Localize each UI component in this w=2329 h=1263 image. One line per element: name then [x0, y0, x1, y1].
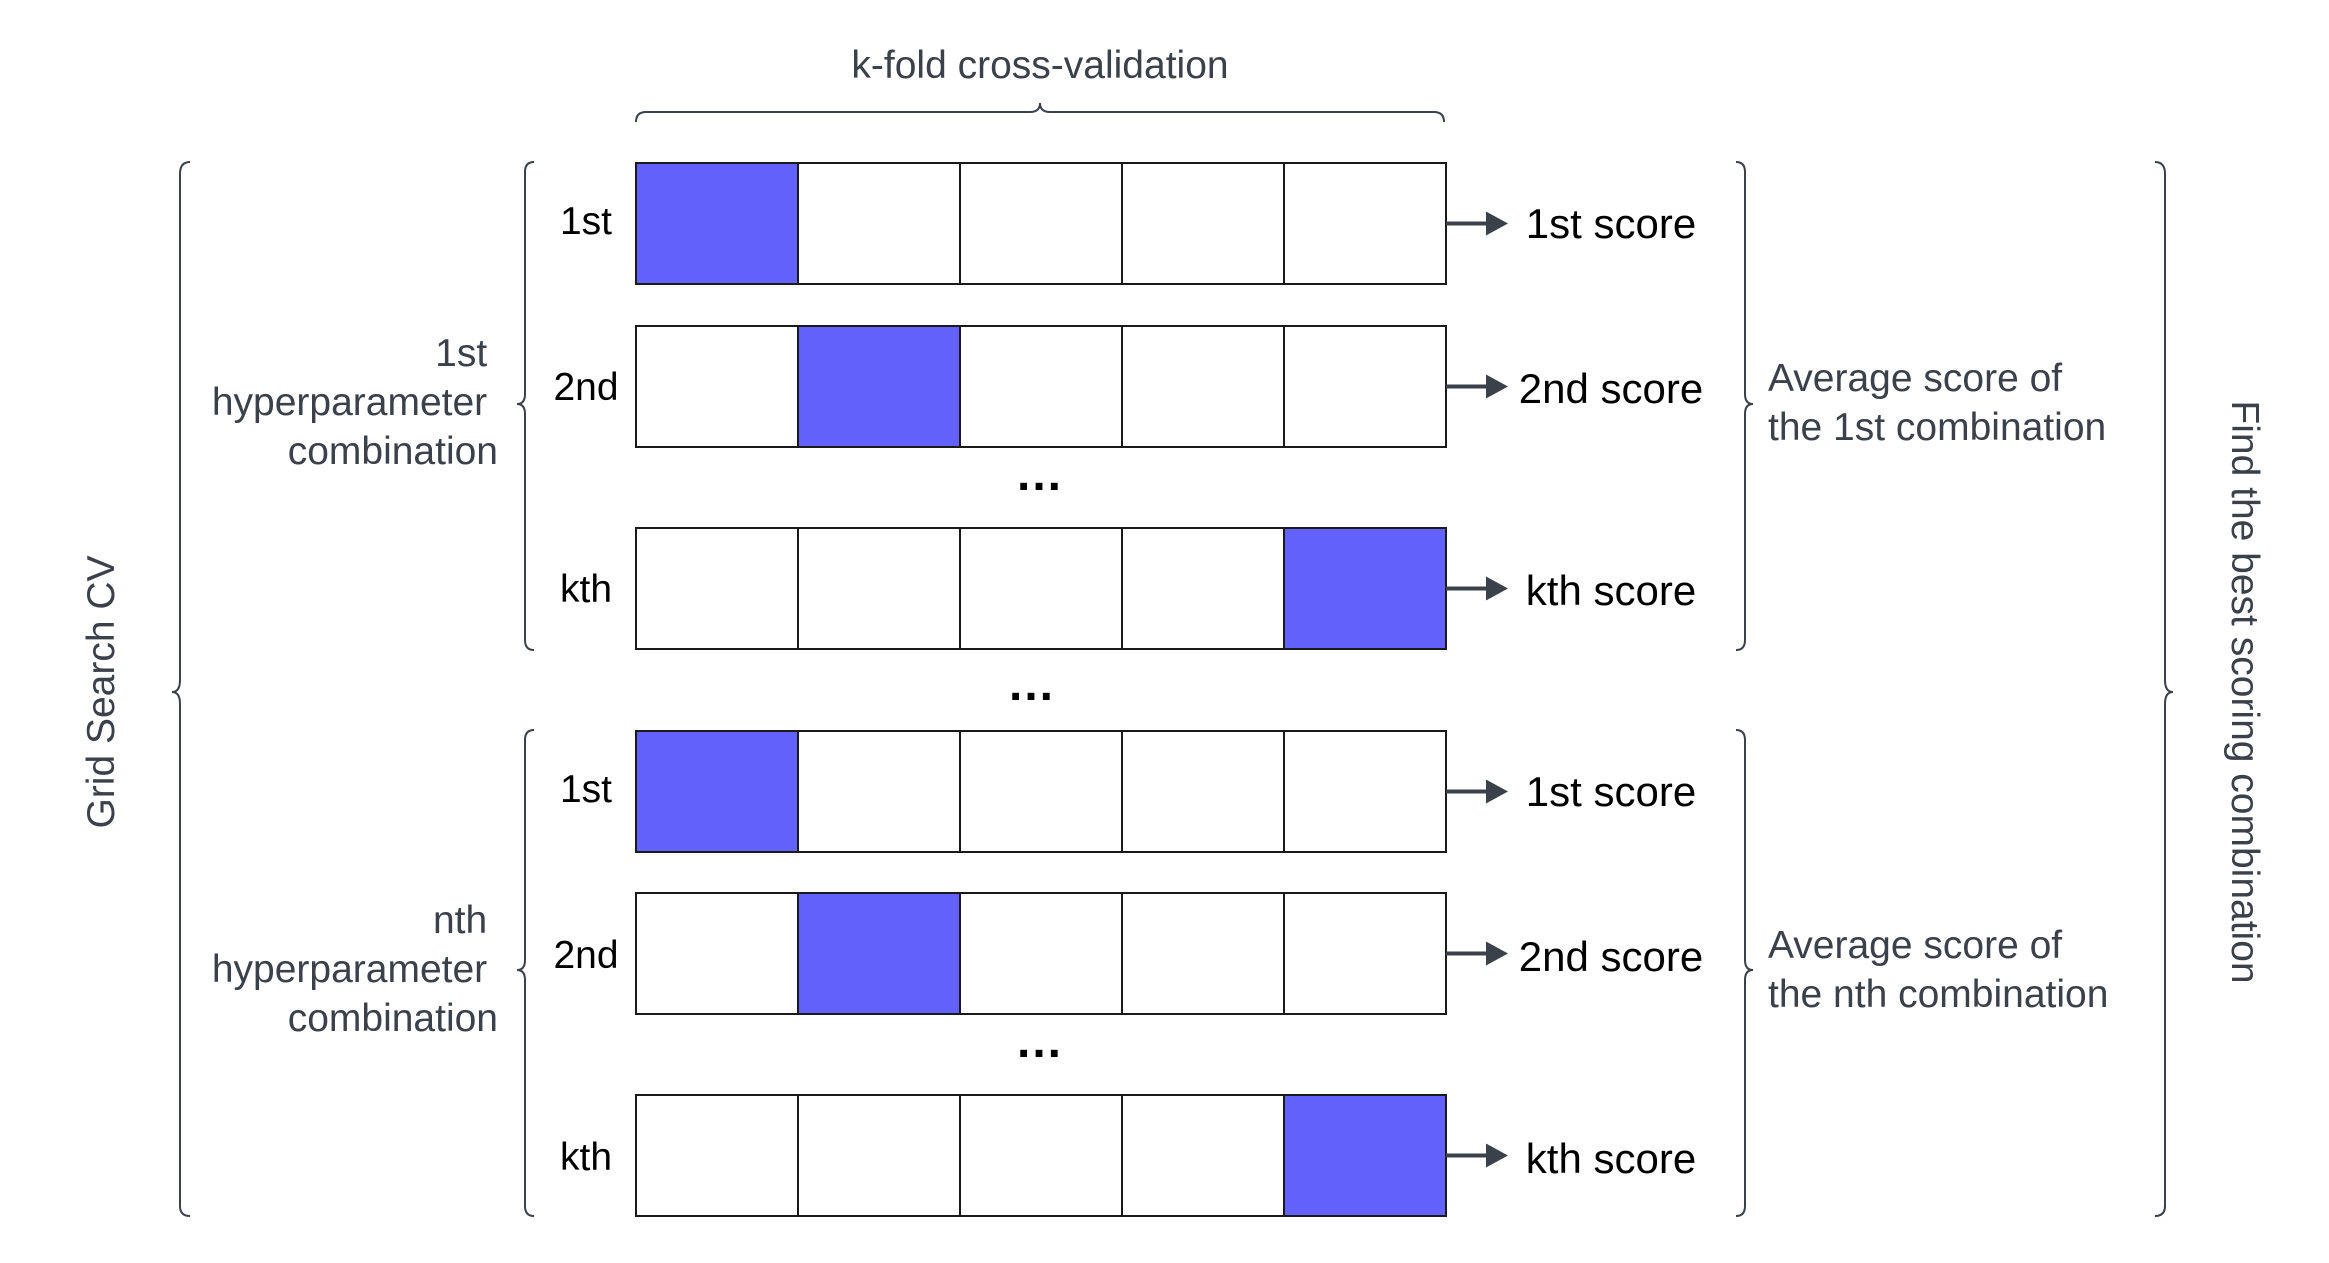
grid-search-label: Grid Search CV: [80, 555, 123, 828]
train-fold-cell: [635, 527, 799, 650]
test-fold-cell: [1283, 1094, 1447, 1217]
fold-label: 1st: [560, 200, 612, 243]
fold-ellipsis: ...: [1017, 1015, 1063, 1068]
fold-row: 1st 1st score: [560, 162, 1696, 285]
average-brace: [1735, 161, 1754, 651]
combo-label-line: combination: [288, 997, 498, 1040]
fold-label: 1st: [560, 768, 612, 811]
train-fold-cell: [797, 162, 961, 285]
combo-brace: [516, 161, 535, 651]
kfold-title: k-fold cross-validation: [851, 44, 1228, 87]
average-label-line: the 1st combination: [1768, 406, 2106, 449]
train-fold-cell: [1121, 162, 1285, 285]
test-fold-cell: [635, 162, 799, 285]
fold-row: kth kth score: [560, 1094, 1696, 1217]
score-arrow-head: [1486, 941, 1508, 966]
combo-label-line: hyperparameter: [212, 948, 487, 991]
fold-label: kth: [560, 1136, 612, 1179]
score-arrow-head: [1486, 211, 1508, 236]
train-fold-cell: [635, 325, 799, 448]
train-fold-cell: [959, 527, 1123, 650]
average-label: Average score of the 1st combination: [1768, 357, 2106, 449]
score-label: 2nd score: [1519, 365, 1703, 412]
combo-label-line: 1st: [435, 332, 487, 375]
average-label-line: Average score of: [1768, 924, 2062, 967]
score-label: kth score: [1526, 567, 1696, 614]
fold-label: kth: [560, 568, 612, 611]
average-brace: [1735, 729, 1754, 1217]
grid-search-brace: [171, 161, 191, 1217]
groups-ellipsis: ...: [1009, 658, 1055, 711]
score-label: kth score: [1526, 1135, 1696, 1182]
fold-row: 1st 1st score: [560, 730, 1696, 853]
fold-label: 2nd: [553, 366, 618, 409]
kfold-brace: [635, 102, 1445, 123]
train-fold-cell: [959, 730, 1123, 853]
train-fold-cell: [1283, 162, 1447, 285]
train-fold-cell: [1121, 730, 1285, 853]
test-fold-cell: [1283, 527, 1447, 650]
score-label: 1st score: [1526, 200, 1696, 247]
train-fold-cell: [1283, 325, 1447, 448]
average-label-line: the nth combination: [1768, 973, 2108, 1016]
train-fold-cell: [1283, 730, 1447, 853]
test-fold-cell: [797, 892, 961, 1015]
train-fold-cell: [635, 892, 799, 1015]
combination-group-n: nth hyperparameter combination Average s…: [212, 729, 2108, 1217]
score-arrow-head: [1486, 1143, 1508, 1168]
score-arrow-head: [1486, 374, 1508, 399]
combo-label: 1st hyperparameter combination: [212, 332, 498, 473]
train-fold-cell: [959, 892, 1123, 1015]
combo-label-line: hyperparameter: [212, 381, 487, 424]
train-fold-cell: [959, 325, 1123, 448]
combo-label: nth hyperparameter combination: [212, 899, 498, 1040]
best-score-brace: [2154, 161, 2174, 1217]
train-fold-cell: [1121, 892, 1285, 1015]
fold-label: 2nd: [553, 934, 618, 977]
score-label: 1st score: [1526, 768, 1696, 815]
fold-ellipsis: ...: [1017, 448, 1063, 501]
average-label-line: Average score of: [1768, 357, 2062, 400]
train-fold-cell: [1121, 325, 1285, 448]
train-fold-cell: [1283, 892, 1447, 1015]
train-fold-cell: [959, 162, 1123, 285]
combo-label-line: nth: [433, 899, 487, 942]
train-fold-cell: [797, 527, 961, 650]
combo-label-line: combination: [288, 430, 498, 473]
train-fold-cell: [1121, 527, 1285, 650]
combo-brace: [516, 729, 535, 1217]
train-fold-cell: [797, 730, 961, 853]
combination-group-1: 1st hyperparameter combination Average s…: [212, 161, 2106, 651]
test-fold-cell: [797, 325, 961, 448]
fold-row: 2nd 2nd score: [553, 892, 1703, 1015]
best-score-label: Find the best scoring combination: [2223, 400, 2266, 983]
score-label: 2nd score: [1519, 933, 1703, 980]
score-arrow-head: [1486, 779, 1508, 804]
train-fold-cell: [797, 1094, 961, 1217]
fold-row: 2nd 2nd score: [553, 325, 1703, 448]
average-label: Average score of the nth combination: [1768, 924, 2108, 1016]
train-fold-cell: [1121, 1094, 1285, 1217]
train-fold-cell: [635, 1094, 799, 1217]
train-fold-cell: [959, 1094, 1123, 1217]
score-arrow-head: [1486, 576, 1508, 601]
fold-row: kth kth score: [560, 527, 1696, 650]
test-fold-cell: [635, 730, 799, 853]
